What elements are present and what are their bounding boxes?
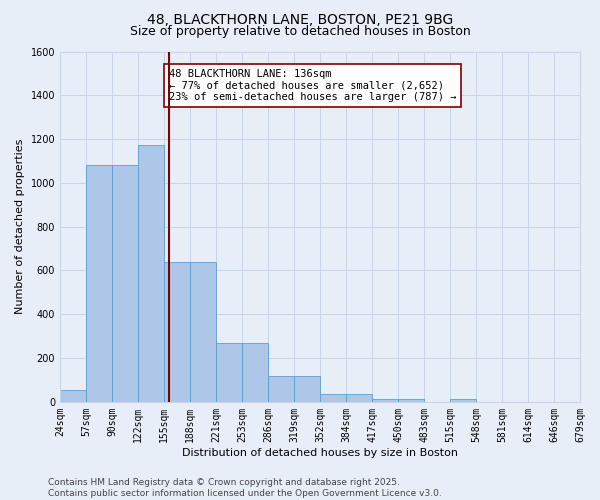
Y-axis label: Number of detached properties: Number of detached properties — [15, 139, 25, 314]
Bar — [138, 144, 164, 402]
Bar — [320, 394, 346, 402]
Bar — [450, 398, 476, 402]
Bar — [190, 262, 216, 402]
Bar — [398, 398, 424, 402]
Bar — [112, 166, 138, 402]
Bar — [60, 390, 86, 402]
Bar — [268, 376, 294, 402]
Bar — [372, 398, 398, 402]
Bar — [86, 166, 112, 402]
Text: 48 BLACKTHORN LANE: 136sqm
← 77% of detached houses are smaller (2,652)
23% of s: 48 BLACKTHORN LANE: 136sqm ← 77% of deta… — [169, 69, 456, 102]
Text: Size of property relative to detached houses in Boston: Size of property relative to detached ho… — [130, 25, 470, 38]
X-axis label: Distribution of detached houses by size in Boston: Distribution of detached houses by size … — [182, 448, 458, 458]
Bar — [346, 394, 372, 402]
Text: Contains HM Land Registry data © Crown copyright and database right 2025.
Contai: Contains HM Land Registry data © Crown c… — [48, 478, 442, 498]
Bar — [164, 262, 190, 402]
Text: 48, BLACKTHORN LANE, BOSTON, PE21 9BG: 48, BLACKTHORN LANE, BOSTON, PE21 9BG — [147, 12, 453, 26]
Bar — [242, 342, 268, 402]
Bar — [216, 342, 242, 402]
Bar — [294, 376, 320, 402]
